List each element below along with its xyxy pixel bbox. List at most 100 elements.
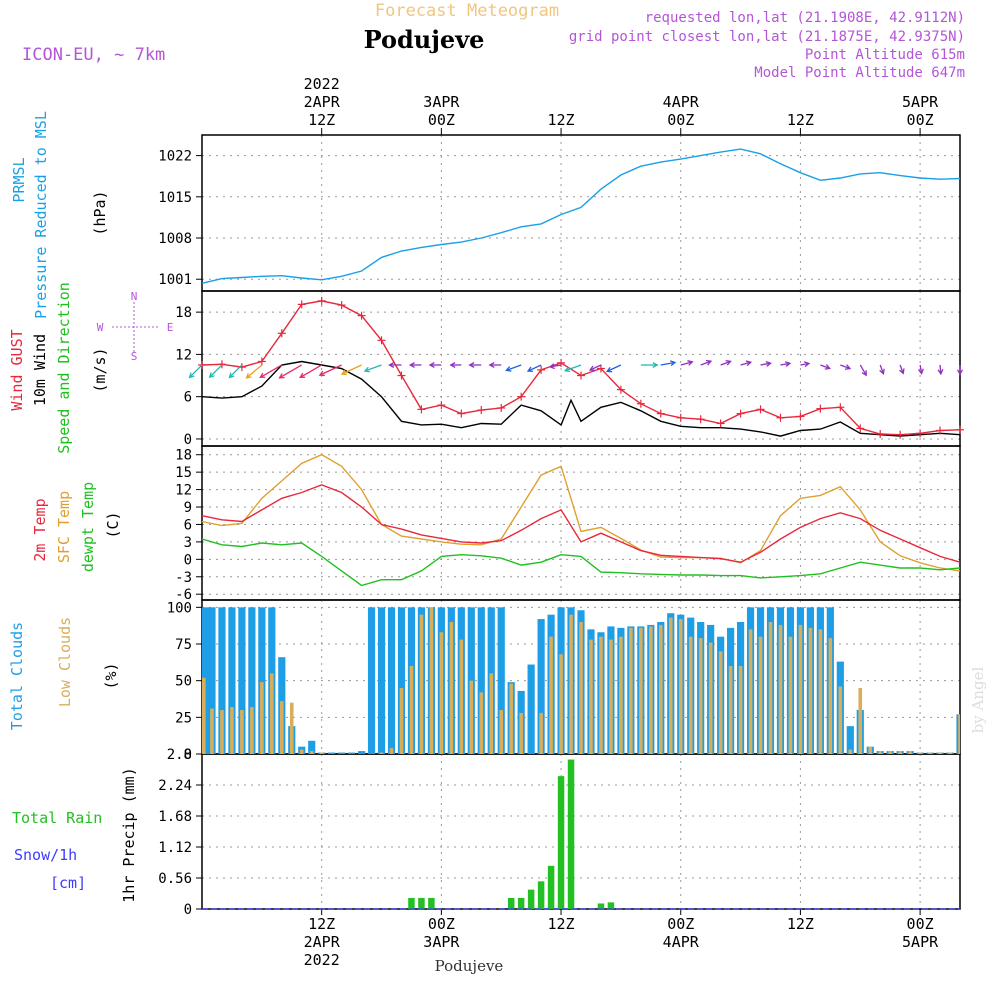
arrow-head (488, 362, 495, 368)
low-cloud-bar (788, 636, 793, 754)
wind-direction-arrow (505, 364, 522, 372)
temp-unit: (C) (104, 511, 122, 538)
gust-marker (477, 406, 486, 415)
wind-10m-line (201, 360, 961, 437)
gust-marker (836, 403, 845, 412)
rain-bar (547, 865, 555, 909)
bottom-axis-label: 2022 (304, 951, 340, 969)
arrow-shaft (364, 364, 382, 372)
gust-marker (337, 301, 346, 310)
wind-direction-arrow (720, 359, 732, 366)
low-cloud-bar (309, 751, 314, 754)
snow-unit: [cm] (50, 874, 86, 892)
wind-direction-arrow (208, 364, 223, 379)
low-cloud-bar (539, 712, 543, 754)
top-axis-label: 3APR (423, 93, 460, 111)
gust-marker (616, 385, 625, 394)
model-altitude: Model Point Altitude 647m (754, 65, 965, 81)
top-axis-label: 00Z (428, 111, 455, 129)
low-cloud-bar (479, 692, 484, 754)
arrow-shaft (700, 360, 712, 366)
low-cloud-bar (688, 636, 693, 754)
arrow-shaft (606, 364, 622, 372)
arrow-head (428, 362, 435, 368)
panel-pressure: 1001 1008 1015 1022 (158, 134, 961, 292)
rain-bar (567, 759, 575, 909)
total-cloud-bar (348, 752, 356, 754)
low-cloud-bar (469, 680, 474, 754)
gust-marker (377, 336, 386, 345)
wind-chart (188, 296, 964, 439)
arrow-head (363, 366, 371, 373)
low-cloud-bar (808, 627, 813, 754)
arrow-shaft (209, 364, 223, 378)
low-cloud-bar (758, 636, 763, 754)
model-label: ICON-EU, ~ 7km (22, 45, 165, 65)
total-cloud-bar (477, 607, 485, 754)
low-cloud-bar (818, 629, 823, 754)
rain-bar (537, 881, 545, 909)
low-cloud-bar (509, 683, 513, 754)
gust-marker (696, 415, 705, 424)
bottom-axis-label: 00Z (428, 915, 455, 933)
arrow-head (468, 362, 475, 368)
bottom-axis-label: 00Z (667, 915, 694, 933)
wind-direction-arrow (449, 362, 462, 368)
total-cloud-bar (248, 607, 256, 754)
low-cloud-bar (678, 619, 683, 754)
precip-ytick-label: 1.68 (158, 809, 192, 825)
low-cloud-bar (270, 673, 274, 754)
low-cloud-bar (649, 626, 653, 754)
temp-chart (201, 453, 961, 587)
top-axis-label: 00Z (907, 111, 934, 129)
wind-direction-arrow (188, 364, 203, 379)
arrow-shaft (919, 364, 923, 374)
temp-sfc-line (201, 453, 961, 572)
low-cloud-bar (718, 651, 723, 754)
low-cloud-bar (609, 639, 613, 754)
clouds-ytick-label: 100 (167, 600, 192, 616)
total-cloud-bar (308, 740, 316, 754)
total-cloud-bar (377, 607, 386, 754)
pressure-chart (201, 148, 961, 284)
arrow-shaft (800, 362, 810, 366)
total-cloud-bar (527, 664, 535, 754)
top-axis-label: 2APR (304, 93, 341, 111)
low-cloud-bar (848, 749, 853, 754)
rain-bar (408, 897, 415, 909)
gust-marker (497, 403, 506, 412)
product-title: Forecast Meteogram (375, 1, 559, 21)
wind-direction-arrow (488, 362, 502, 368)
total-cloud-bar (497, 607, 505, 754)
low-cloud-bar (429, 607, 434, 754)
compass-n: N (131, 290, 138, 303)
top-axis-label: 12Z (548, 111, 575, 129)
gust-marker (896, 430, 905, 439)
wind-direction-arrow (820, 364, 831, 370)
wind-direction-arrow (340, 364, 362, 376)
gust-marker (257, 357, 266, 366)
arrow-head (505, 366, 512, 372)
wind-direction-arrow (588, 364, 602, 372)
low-cloud-bar (569, 614, 573, 754)
arrow-head (803, 361, 811, 368)
total-cloud-bar (238, 607, 246, 754)
gust-marker (936, 426, 945, 435)
low-cloud-bar (499, 710, 504, 754)
pressure-ytick-label: 1001 (158, 272, 192, 288)
low-cloud-bar (878, 751, 883, 754)
arrow-head (899, 368, 905, 375)
wind-ytick-label: 12 (175, 347, 192, 363)
gust-marker (816, 404, 825, 413)
wind-direction-arrow (760, 360, 772, 367)
temp-ytick-label: -3 (175, 570, 192, 586)
arrow-head (228, 372, 235, 379)
low-cloud-bar (928, 752, 932, 754)
wind-direction-arrow (278, 364, 303, 379)
low-cloud-bar (459, 639, 464, 754)
rain-label: Total Rain (12, 809, 102, 827)
gust-marker (297, 300, 306, 309)
arrow-head (245, 372, 252, 379)
